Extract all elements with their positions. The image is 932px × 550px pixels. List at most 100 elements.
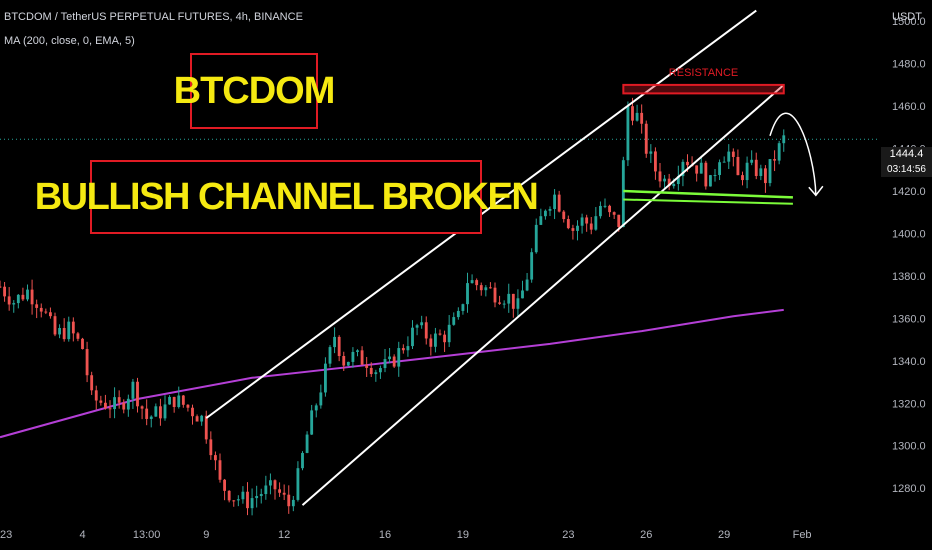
candle-body bbox=[617, 214, 621, 227]
candle-body bbox=[223, 479, 227, 491]
y-tick-label: 1460.0 bbox=[892, 101, 926, 113]
candle-body bbox=[415, 325, 419, 328]
candle-body bbox=[255, 496, 259, 499]
candle-body bbox=[360, 350, 364, 365]
candle-body bbox=[145, 408, 149, 419]
candle-body bbox=[745, 162, 749, 181]
candle-body bbox=[424, 322, 428, 339]
candle-body bbox=[736, 156, 740, 176]
candle-body bbox=[71, 321, 75, 334]
candle-body bbox=[433, 333, 437, 347]
x-tick-label: Feb bbox=[793, 529, 812, 541]
candle-body bbox=[754, 159, 758, 176]
candle-body bbox=[695, 165, 699, 174]
candle-body bbox=[39, 307, 43, 312]
candle-body bbox=[186, 404, 190, 408]
candle-body bbox=[553, 194, 557, 210]
candle-body bbox=[603, 205, 607, 207]
candle-body bbox=[773, 159, 777, 161]
candle-body bbox=[502, 303, 506, 305]
candle-body bbox=[543, 210, 547, 217]
y-tick-label: 1400.0 bbox=[892, 228, 926, 240]
x-tick-label: 26 bbox=[640, 529, 652, 541]
candle-body bbox=[172, 396, 176, 408]
candle-body bbox=[741, 175, 744, 181]
candle-body bbox=[85, 349, 89, 376]
candle-body bbox=[374, 372, 378, 375]
y-tick-label: 1340.0 bbox=[892, 356, 926, 368]
candle-body bbox=[154, 406, 158, 417]
candle-body bbox=[585, 217, 589, 224]
x-tick-label: 23 bbox=[562, 529, 574, 541]
candles bbox=[0, 97, 786, 516]
candle-body bbox=[149, 416, 153, 419]
candle-body bbox=[273, 480, 277, 490]
candle-body bbox=[81, 338, 84, 350]
candle-body bbox=[456, 310, 460, 318]
candle-body bbox=[346, 361, 350, 366]
x-tick-label: 16 bbox=[379, 529, 391, 541]
support-line bbox=[623, 189, 793, 199]
candle-body bbox=[548, 209, 552, 211]
candle-body bbox=[383, 359, 387, 369]
candle-body bbox=[681, 161, 685, 177]
candle-body bbox=[218, 460, 222, 480]
price-axis: 1280.0 1300.0 1320.0 1340.0 1360.0 1380.0 1400… bbox=[892, 16, 926, 495]
candle-body bbox=[232, 500, 236, 502]
candle-body bbox=[369, 367, 373, 375]
candle-body bbox=[635, 112, 639, 121]
indicator-legend[interactable]: MA (200, close, 0, EMA, 5) bbox=[4, 35, 135, 47]
candle-body bbox=[539, 216, 543, 225]
candle-body bbox=[99, 400, 103, 403]
candle-body bbox=[67, 321, 71, 340]
candle-body bbox=[763, 168, 767, 184]
candle-body bbox=[246, 491, 249, 509]
candle-body bbox=[12, 303, 16, 305]
candle-body bbox=[475, 280, 479, 286]
projection-arrow bbox=[769, 112, 817, 196]
candle-body bbox=[479, 285, 483, 291]
candle-body bbox=[90, 375, 94, 391]
candle-body bbox=[264, 485, 268, 495]
candle-body bbox=[44, 311, 48, 313]
y-tick-label: 1500.0 bbox=[892, 16, 926, 28]
y-tick-label: 1480.0 bbox=[892, 59, 926, 71]
current-price-tag: 1444.4 bbox=[881, 147, 932, 162]
candle-body bbox=[191, 407, 194, 417]
candle-body bbox=[401, 348, 405, 351]
candle-body bbox=[195, 416, 199, 422]
candle-body bbox=[122, 402, 126, 410]
candle-body bbox=[53, 316, 57, 335]
candle-body bbox=[640, 112, 644, 124]
candle-body bbox=[108, 408, 112, 410]
candle-body bbox=[204, 415, 208, 440]
candle-body bbox=[498, 302, 502, 304]
y-tick-label: 1280.0 bbox=[892, 483, 926, 495]
candle-body bbox=[282, 492, 286, 495]
candle-body bbox=[644, 123, 648, 154]
candle-body bbox=[365, 364, 369, 368]
candle-body bbox=[507, 293, 511, 304]
candle-body bbox=[631, 106, 634, 121]
candle-body bbox=[589, 223, 593, 230]
symbol-title[interactable]: BTCDOM / TetherUS PERPETUAL FUTURES, 4h,… bbox=[4, 11, 303, 23]
candle-body bbox=[598, 205, 602, 217]
projection-arrow-head bbox=[808, 185, 824, 197]
candle-body bbox=[516, 298, 520, 309]
candle-body bbox=[62, 328, 66, 340]
candle-body bbox=[16, 294, 20, 304]
candle-body bbox=[113, 397, 117, 410]
candle-body bbox=[576, 225, 579, 231]
x-tick-label: 4 bbox=[79, 529, 85, 541]
candle-body bbox=[250, 498, 254, 509]
candle-body bbox=[94, 390, 98, 401]
candle-body bbox=[227, 490, 231, 501]
candle-body bbox=[612, 212, 616, 215]
candle-body bbox=[429, 338, 433, 347]
candle-body bbox=[768, 159, 772, 184]
candle-body bbox=[704, 162, 708, 187]
candle-body bbox=[3, 286, 7, 297]
btcdom-title-box: BTCDOM bbox=[174, 53, 335, 129]
candle-body bbox=[397, 348, 401, 367]
